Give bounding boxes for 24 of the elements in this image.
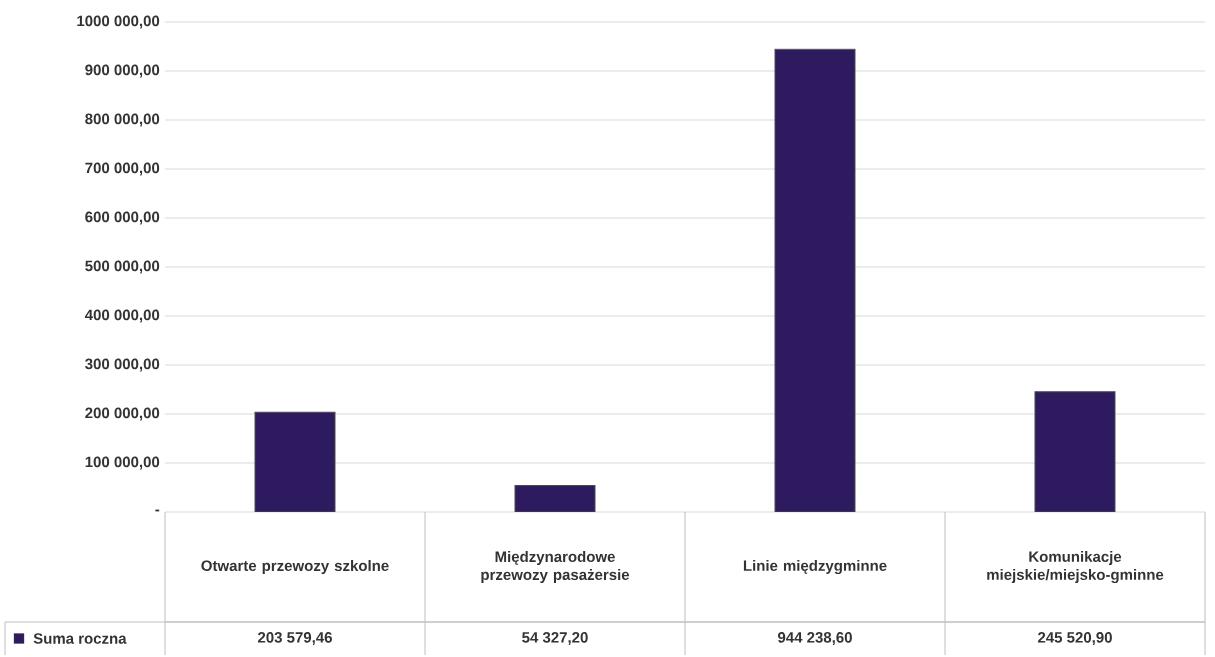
x-tick-label: Otwarte przewozy szkolne bbox=[201, 560, 389, 574]
bar bbox=[514, 484, 596, 512]
data-label: 203 579,46 bbox=[257, 632, 332, 645]
data-label: 54 327,20 bbox=[522, 632, 588, 645]
y-tick-label: 700 000,00 bbox=[85, 162, 160, 176]
bar bbox=[254, 411, 336, 512]
y-tick-label: 500 000,00 bbox=[85, 260, 160, 274]
y-tick-label: 1000 000,00 bbox=[77, 15, 160, 29]
y-tick-label: 900 000,00 bbox=[85, 64, 160, 78]
x-tick-label: Linie międzygminne bbox=[743, 559, 887, 575]
y-tick-label: - bbox=[155, 509, 160, 512]
bar bbox=[1034, 391, 1116, 512]
y-tick-label: 300 000,00 bbox=[85, 358, 160, 372]
y-tick-label: 600 000,00 bbox=[85, 211, 160, 225]
data-label: 944 238,60 bbox=[777, 632, 852, 645]
x-tick-label: Komunikacje miejskie/miejsko-gminne bbox=[987, 550, 1164, 584]
x-tick-label: Międzynarodowe przewozy pasażersie bbox=[481, 551, 630, 583]
y-tick-label: 800 000,00 bbox=[85, 113, 160, 127]
y-tick-label: 400 000,00 bbox=[84, 309, 160, 323]
y-tick-label: 200 000,00 bbox=[85, 407, 160, 421]
y-tick-label: 100 000,00 bbox=[85, 456, 160, 470]
data-label: 245 520,90 bbox=[1037, 632, 1112, 645]
bar bbox=[774, 48, 856, 512]
legend-label: Suma roczna bbox=[33, 633, 127, 644]
